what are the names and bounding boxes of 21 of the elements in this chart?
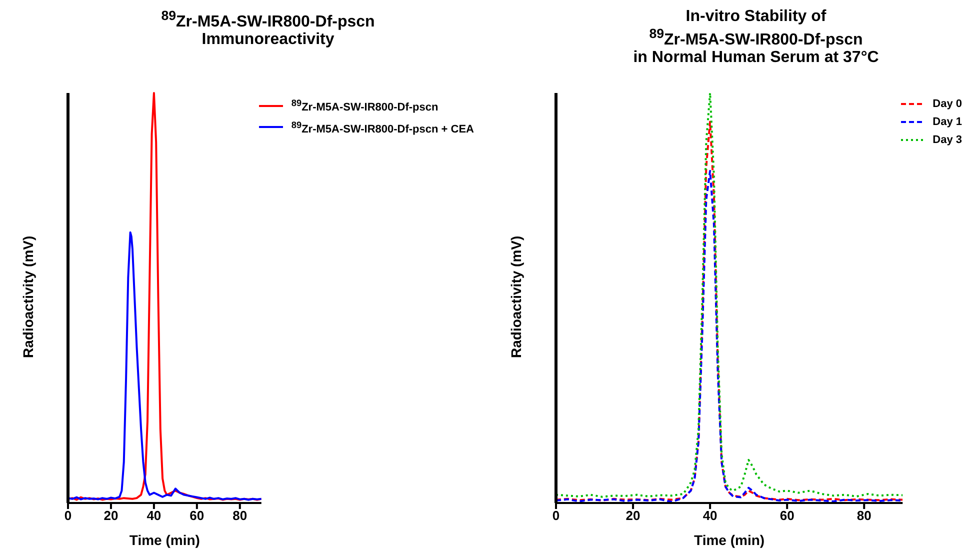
legend-label: Day 3 xyxy=(932,134,962,146)
x-tick-label: 80 xyxy=(856,508,872,524)
x-tick-label: 40 xyxy=(146,508,162,524)
x-tick-label: 0 xyxy=(552,508,560,524)
legend-label: $^{89}$Zr-M5A-SW-IR800-Df-pscn xyxy=(291,98,438,114)
legend-label: Day 1 xyxy=(932,116,962,128)
chart-title: In-vitro Stability of $^{89}$Zr-M5A-SW-IR800-Df-pscn in Normal Human Serum at 37°C xyxy=(633,8,879,66)
x-tick-label: 20 xyxy=(626,508,640,524)
legend-label: $^{89}$Zr-M5A-SW-IR800-Df-pscn + CEA xyxy=(291,120,474,136)
x-tick-label: 40 xyxy=(702,508,718,524)
x-tick-label: 20 xyxy=(104,508,118,524)
chart-title: $^{89}$Zr-M5A-SW-IR800-Df-pscn Immunoreactivity xyxy=(160,8,376,50)
x-tick-label: 80 xyxy=(232,508,248,524)
y-axis-title: Radioactivity (mV) xyxy=(508,236,524,358)
x-tick-label: 60 xyxy=(190,508,204,524)
legend-label: Day 0 xyxy=(932,98,962,110)
x-axis-title: Time (min) xyxy=(129,532,200,548)
x-tick-label: 60 xyxy=(780,508,794,524)
y-axis-title: Radioactivity (mV) xyxy=(20,236,36,358)
x-axis-title: Time (min) xyxy=(694,532,765,548)
x-tick-label: 0 xyxy=(64,508,72,524)
